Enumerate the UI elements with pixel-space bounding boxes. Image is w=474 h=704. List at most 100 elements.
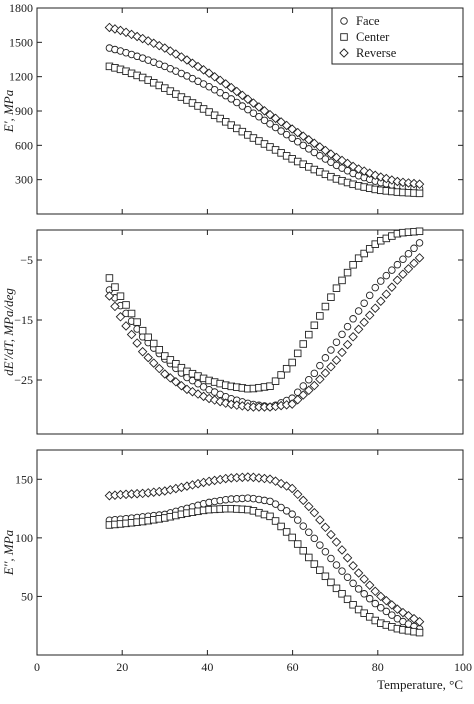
diamond-point: [254, 473, 264, 483]
circle-point: [371, 599, 379, 608]
diamond-point: [287, 399, 297, 409]
square-point: [277, 522, 285, 531]
diamond-point: [287, 124, 297, 134]
series-reverse: [104, 472, 425, 627]
legend-box: [331, 7, 464, 65]
diamond-point: [132, 338, 142, 348]
diamond-point: [387, 282, 397, 292]
y-axis-title: dE'/dT, MPa/deg: [1, 288, 16, 376]
series-center: [105, 62, 424, 198]
series-reverse: [104, 253, 425, 412]
circle-point: [310, 534, 319, 543]
circle-point: [277, 127, 285, 135]
diamond-point: [370, 303, 381, 314]
diamond-point: [298, 390, 309, 400]
circle-point: [377, 277, 385, 285]
diamond-point: [143, 352, 153, 363]
circle-point: [338, 330, 346, 339]
diamond-point: [414, 253, 425, 263]
legend-entry-center: Center: [356, 30, 390, 44]
circle-point: [360, 299, 368, 307]
diamond-point: [254, 102, 264, 112]
square-point: [172, 360, 180, 368]
circle-point: [377, 604, 385, 612]
series-center: [105, 504, 424, 637]
diamond-point: [403, 263, 414, 274]
square-point: [327, 578, 335, 587]
circle-point: [399, 255, 407, 263]
square-point: [349, 601, 357, 609]
circle-point: [293, 516, 302, 524]
square-point: [332, 284, 341, 292]
circle-point: [305, 528, 313, 536]
diamond-point: [276, 117, 286, 127]
square-point: [155, 346, 164, 354]
y-tick-label: 1500: [9, 35, 33, 49]
diamond-point: [414, 179, 425, 189]
diamond-point: [348, 332, 358, 342]
circle-point: [354, 585, 363, 593]
diamond-point: [315, 142, 325, 152]
diamond-point: [309, 138, 320, 149]
panel-modulus-derivative: −25 −15 −5 dE'/dT, MPa/deg: [1, 227, 464, 435]
square-point: [360, 249, 368, 258]
circle-point: [266, 120, 274, 128]
diamond-point: [381, 289, 392, 299]
square-point: [321, 572, 330, 581]
circle-point: [293, 138, 302, 146]
square-point: [105, 274, 114, 282]
y-tick-label: 50: [21, 589, 33, 603]
diamond-point: [320, 522, 331, 533]
circle-point: [415, 239, 424, 247]
diamond-point: [298, 495, 309, 506]
circle-point: [221, 91, 230, 100]
diamond-point: [392, 604, 403, 614]
diamond-point: [232, 86, 242, 97]
circle-point: [244, 105, 252, 114]
square-point: [310, 321, 319, 330]
square-point: [127, 309, 136, 318]
circle-point: [249, 109, 258, 117]
diamond-point: [326, 529, 336, 540]
diamond-point: [342, 339, 353, 350]
x-tick-label: 0: [34, 660, 40, 674]
circle-point: [338, 567, 346, 575]
square-point: [415, 628, 424, 637]
diamond-point: [304, 134, 314, 145]
square-point: [133, 318, 141, 326]
diamond-point: [315, 374, 325, 385]
series-face: [105, 44, 424, 193]
circle-point: [310, 148, 319, 157]
square-point: [349, 261, 357, 269]
diamond-point: [370, 586, 381, 597]
diamond-point: [320, 368, 331, 378]
y-tick-label: −15: [14, 313, 33, 327]
circle-point: [271, 500, 280, 508]
square-point: [277, 371, 285, 379]
diamond-point: [237, 90, 248, 101]
legend-entry-face: Face: [356, 14, 380, 28]
diamond-point: [171, 377, 181, 387]
circle-point: [316, 541, 324, 549]
square-point: [149, 339, 158, 348]
square-point: [316, 566, 324, 574]
diamond-point: [337, 545, 347, 555]
diamond-point: [409, 258, 419, 269]
x-tick-label: 40: [201, 660, 213, 674]
square-point: [305, 330, 313, 339]
panel-storage-modulus: 300 600 900 1200 1500 1800 E', MPa: [1, 1, 464, 215]
circle-point: [349, 315, 357, 323]
diamond-point: [148, 358, 159, 368]
x-tick-label: 100: [454, 660, 472, 674]
diamond-point: [248, 98, 259, 108]
circle-point: [260, 116, 269, 125]
diamond-point: [110, 301, 120, 312]
circle-point: [238, 102, 247, 110]
diamond-point: [126, 329, 137, 340]
diamond-point: [137, 346, 148, 357]
diamond-point: [326, 149, 336, 159]
circle-point: [299, 382, 308, 390]
diamond-point: [331, 355, 342, 365]
y-tick-label: 100: [15, 531, 33, 545]
